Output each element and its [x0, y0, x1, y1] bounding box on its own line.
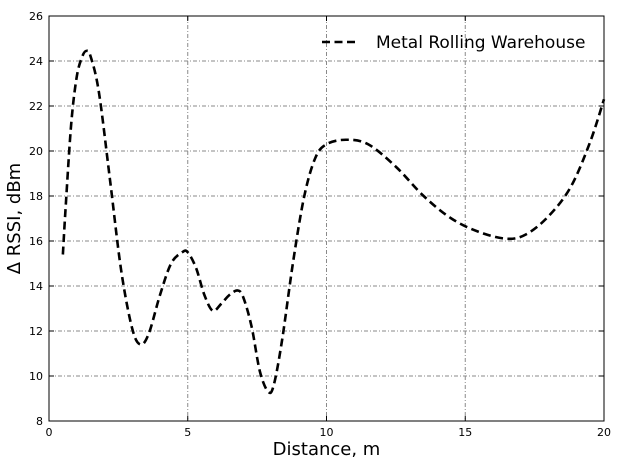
y-tick-label: 14 — [29, 280, 43, 293]
y-tick-label: 24 — [29, 55, 43, 68]
x-axis-title: Distance, m — [273, 439, 381, 460]
legend: Metal Rolling Warehouse — [322, 33, 585, 53]
y-tick-label: 12 — [29, 325, 43, 338]
series-line — [61, 49, 606, 395]
y-tick-label: 22 — [29, 100, 43, 113]
y-tick-label: 26 — [29, 10, 43, 23]
legend-label: Metal Rolling Warehouse — [376, 33, 585, 53]
y-tick-label: 16 — [29, 235, 43, 248]
y-tick-label: 18 — [29, 190, 43, 203]
y-tick-label: 8 — [36, 415, 43, 428]
x-tick-label: 15 — [458, 426, 472, 439]
x-tick-label: 20 — [597, 426, 611, 439]
tick-layer: 0 5 10 15 20 8 10 12 14 16 18 20 22 24 26 — [29, 10, 611, 439]
x-tick-label: 0 — [46, 426, 53, 439]
y-tick-label: 20 — [29, 145, 43, 158]
grid-layer — [49, 16, 604, 421]
y-axis-title: Δ RSSI, dBm — [4, 163, 25, 274]
x-tick-label: 5 — [184, 426, 191, 439]
y-tick-label: 10 — [29, 370, 43, 383]
series-layer — [61, 49, 606, 395]
x-tick-label: 10 — [320, 426, 334, 439]
